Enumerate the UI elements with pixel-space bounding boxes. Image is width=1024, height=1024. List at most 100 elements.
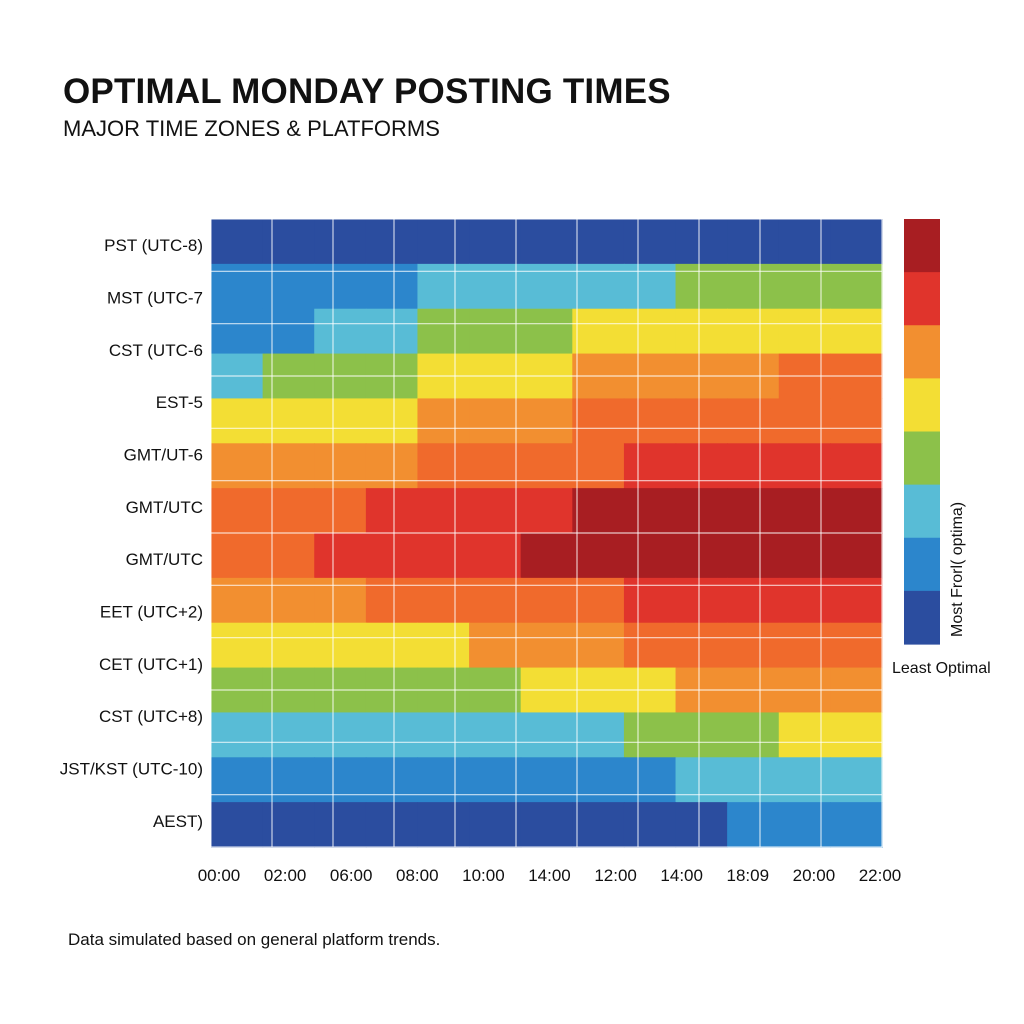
column-label: 14:00 [528, 866, 571, 885]
heat-cell [417, 219, 470, 265]
heat-cell [623, 263, 677, 310]
colorbar-segment [904, 325, 940, 379]
heat-cell [365, 219, 419, 265]
heat-cell [314, 622, 367, 669]
heat-cell [469, 577, 522, 624]
heat-cell [623, 712, 677, 758]
heat-cell [314, 398, 367, 444]
heat-cell [417, 712, 470, 758]
heat-cell [417, 622, 470, 669]
row-label: EET (UTC+2) [100, 603, 203, 622]
heat-cell [262, 533, 315, 579]
heat-cell [262, 488, 315, 534]
heat-cell [675, 757, 728, 803]
heat-cell [623, 219, 677, 265]
heat-cell [778, 577, 831, 624]
heat-cell [314, 757, 367, 803]
heat-cell [262, 219, 315, 265]
heat-cell [417, 802, 470, 848]
heat-cell [727, 398, 780, 444]
heat-cell [830, 757, 883, 803]
heat-cell [211, 219, 264, 265]
heat-cell [623, 802, 677, 848]
heat-cell [830, 488, 883, 534]
heat-cell [572, 802, 625, 848]
row-label: CET (UTC+1) [99, 655, 203, 674]
heat-cell [469, 533, 522, 579]
heat-cell [727, 308, 780, 355]
heat-cell [520, 398, 573, 444]
heat-cell [520, 802, 573, 848]
row-label: GMT/UTC [126, 550, 203, 569]
heat-cell [675, 712, 728, 758]
heat-cell [572, 712, 625, 758]
column-labels: 00:00 02:00 06:00 08:00 10:00 14:00 12:00 14:00… [198, 866, 902, 885]
heat-cell [520, 219, 573, 265]
heat-cell [314, 219, 367, 265]
heat-cell [314, 533, 367, 579]
heat-cell [314, 308, 367, 355]
heat-cell [572, 533, 625, 579]
heat-cell [830, 443, 883, 489]
colorbar-label: Most Frorl( optima) [949, 502, 966, 637]
heat-cell [365, 398, 419, 444]
heat-cell [211, 533, 264, 579]
heat-cell [520, 577, 573, 624]
heat-cell [417, 488, 470, 534]
row-label: JST/KST (UTC-10) [60, 760, 203, 779]
heat-cell [520, 263, 573, 310]
row-label: CST (UTC-6 [109, 341, 203, 360]
heat-cell [778, 308, 831, 355]
heat-cell [572, 308, 625, 355]
heat-cell [572, 263, 625, 310]
heat-cell [365, 712, 419, 758]
heat-cell [727, 219, 780, 265]
heat-cell [262, 308, 315, 355]
heat-cell [830, 308, 883, 355]
heatmap-gridlines [210, 218, 883, 848]
row-labels: PST (UTC-8) MST (UTC-7 CST (UTC-6 EST-5 GMT/… [60, 236, 203, 831]
heat-cell [727, 712, 780, 758]
heat-cell [365, 533, 419, 579]
heat-cell [314, 263, 367, 310]
colorbar-bottom-label: Least Optimal [892, 660, 991, 677]
colorbar-segment [904, 431, 940, 486]
heat-cell [469, 622, 522, 669]
heat-cell [469, 308, 522, 355]
heat-cell [365, 308, 419, 355]
heat-cell [623, 443, 677, 489]
heat-cell [830, 712, 883, 758]
heat-cell [572, 757, 625, 803]
heat-cell [623, 622, 677, 669]
heat-cell [417, 443, 470, 489]
heat-cell [778, 622, 831, 669]
heat-cell [417, 533, 470, 579]
heat-cell [675, 622, 728, 669]
heat-cell [262, 443, 315, 489]
colorbar-segment [904, 378, 940, 433]
heat-cell [520, 488, 573, 534]
heat-cell [365, 263, 419, 310]
heat-cell [675, 398, 728, 444]
heat-cell [211, 757, 264, 803]
heat-cell [727, 802, 780, 848]
heat-cell [314, 577, 367, 624]
row-label: AEST) [153, 812, 203, 831]
heat-cell [211, 488, 264, 534]
column-label: 18:09 [727, 866, 770, 885]
heat-cell [365, 757, 419, 803]
heat-cell [365, 488, 419, 534]
heat-cell [314, 488, 367, 534]
heat-cell [417, 398, 470, 444]
heat-cell [830, 219, 883, 265]
heat-cell [417, 577, 470, 624]
heat-cell [778, 443, 831, 489]
heat-cell [365, 443, 419, 489]
heat-cell [572, 398, 625, 444]
heat-cell [727, 443, 780, 489]
heat-cell [520, 757, 573, 803]
column-label: 00:00 [198, 866, 241, 885]
heat-cell [778, 488, 831, 534]
heat-cell [469, 443, 522, 489]
heat-cell [727, 533, 780, 579]
